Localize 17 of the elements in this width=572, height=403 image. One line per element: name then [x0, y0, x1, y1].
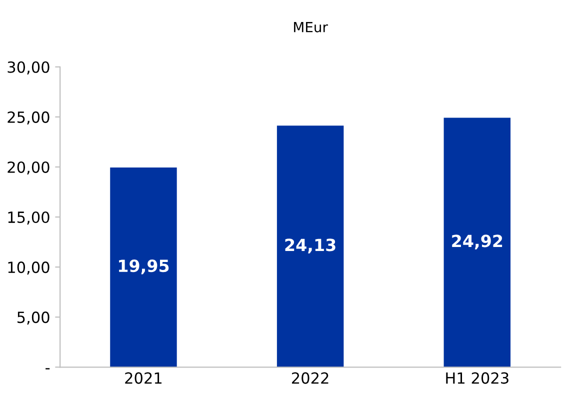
y-tick-label: 10,00	[8, 262, 50, 275]
y-tick-label: 30,00	[8, 61, 50, 74]
bar	[276, 126, 344, 368]
y-tick-label: 25,00	[8, 111, 50, 125]
y-tick-label: -	[46, 368, 50, 370]
x-tick-label: 2021	[125, 372, 162, 384]
bar	[444, 118, 511, 368]
y-tick-label: 15,00	[8, 211, 50, 225]
y-tick-label: 20,00	[8, 161, 50, 175]
bar	[110, 167, 177, 368]
data-label: 19,95	[119, 260, 169, 274]
x-tick-label: 2022	[292, 372, 328, 384]
data-label: 24,92	[452, 234, 502, 250]
y-tick-label: 5,00	[18, 312, 50, 325]
x-tick-label: H1 2023	[446, 372, 508, 384]
data-label: 24,13	[285, 238, 336, 254]
chart-title: MEur	[294, 22, 328, 32]
